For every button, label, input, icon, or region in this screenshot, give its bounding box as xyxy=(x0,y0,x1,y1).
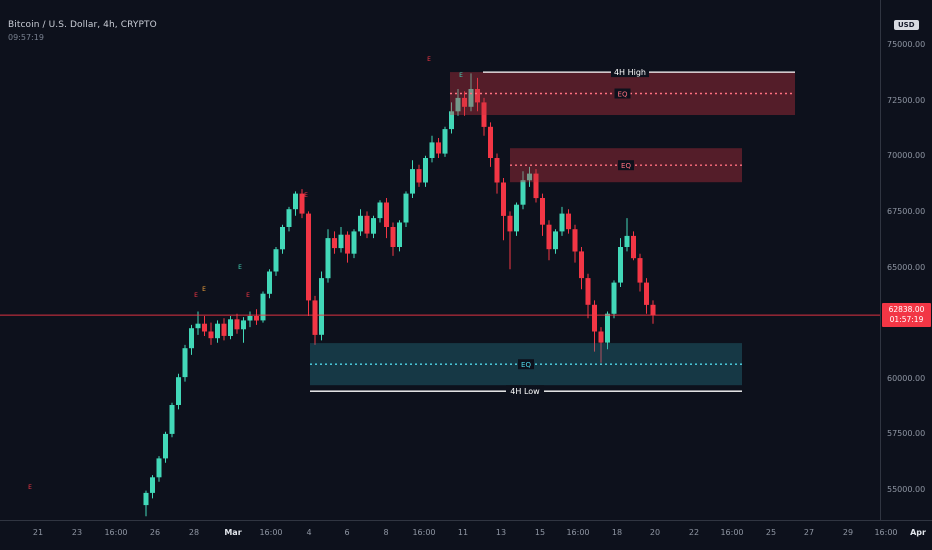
svg-text:E: E xyxy=(202,286,206,293)
time-label-month: Mar xyxy=(224,528,242,537)
price-label: 72500.00 xyxy=(887,95,926,105)
svg-text:4H Low: 4H Low xyxy=(510,387,540,396)
time-label: 11 xyxy=(457,528,469,537)
currency-label[interactable]: USD xyxy=(894,20,919,30)
time-label: 13 xyxy=(495,528,507,537)
time-label: 18 xyxy=(611,528,623,537)
time-label: 27 xyxy=(803,528,815,537)
time-label-month: Apr xyxy=(910,528,926,537)
svg-text:EQ: EQ xyxy=(521,361,531,369)
symbol-subtitle: 09:57:19 xyxy=(8,33,44,42)
svg-text:E: E xyxy=(304,192,308,199)
time-label: 16:00 xyxy=(259,528,283,537)
svg-text:EQ: EQ xyxy=(618,91,628,99)
time-label: 16:00 xyxy=(874,528,898,537)
price-label: 75000.00 xyxy=(887,40,926,49)
svg-text:E: E xyxy=(459,72,463,79)
price-label: 70000.00 xyxy=(887,151,926,161)
time-label: 26 xyxy=(149,528,161,537)
time-label: 4 xyxy=(306,528,312,537)
svg-text:E: E xyxy=(238,264,242,271)
price-label: 55000.00 xyxy=(887,485,926,494)
svg-text:E: E xyxy=(246,292,250,299)
time-label: 20 xyxy=(649,528,661,537)
time-axis[interactable]: 21 23 16:00 26 28 Mar 16:00 4 6 8 16:00 11 13 15 16:00… xyxy=(0,520,932,550)
time-label: 15 xyxy=(534,528,546,537)
time-label: 28 xyxy=(188,528,200,537)
svg-text:EQ: EQ xyxy=(621,162,631,170)
svg-text:E: E xyxy=(194,292,198,299)
symbol-legend: Bitcoin / U.S. Dollar, 4h, CRYPTO 09:57:… xyxy=(8,20,157,42)
time-label: 16:00 xyxy=(566,528,590,537)
time-label: 25 xyxy=(765,528,777,537)
time-label: 16:00 xyxy=(720,528,744,537)
time-label: 29 xyxy=(842,528,854,537)
current-price-value: 62838.00 xyxy=(888,305,925,315)
current-price-tag: 62838.00 01:57:19 xyxy=(882,303,931,328)
price-chart-pane[interactable]: EQ EQ EQ 4H High 4H Low E E E E E E E E Bitcoin / U.… xyxy=(0,0,880,520)
svg-text:E: E xyxy=(28,484,32,491)
svg-text:E: E xyxy=(427,56,431,63)
time-label: 22 xyxy=(688,528,700,537)
time-label: 23 xyxy=(71,528,83,537)
time-label: 8 xyxy=(383,528,389,537)
time-label: 6 xyxy=(344,528,350,537)
price-label: 60000.00 xyxy=(887,373,926,383)
price-label: 57500.00 xyxy=(887,429,926,439)
symbol-title[interactable]: Bitcoin / U.S. Dollar, 4h, CRYPTO xyxy=(8,20,157,30)
time-label: 16:00 xyxy=(412,528,436,537)
price-axis[interactable]: USD 75000.00 72500.00 70000.00 67500.00 6500… xyxy=(880,0,932,520)
time-label: 21 xyxy=(32,528,44,537)
price-label: 67500.00 xyxy=(887,206,926,216)
time-label: 16:00 xyxy=(104,528,128,537)
price-label: 65000.00 xyxy=(887,262,926,272)
svg-text:4H High: 4H High xyxy=(614,68,646,77)
bar-countdown: 01:57:19 xyxy=(889,315,924,325)
